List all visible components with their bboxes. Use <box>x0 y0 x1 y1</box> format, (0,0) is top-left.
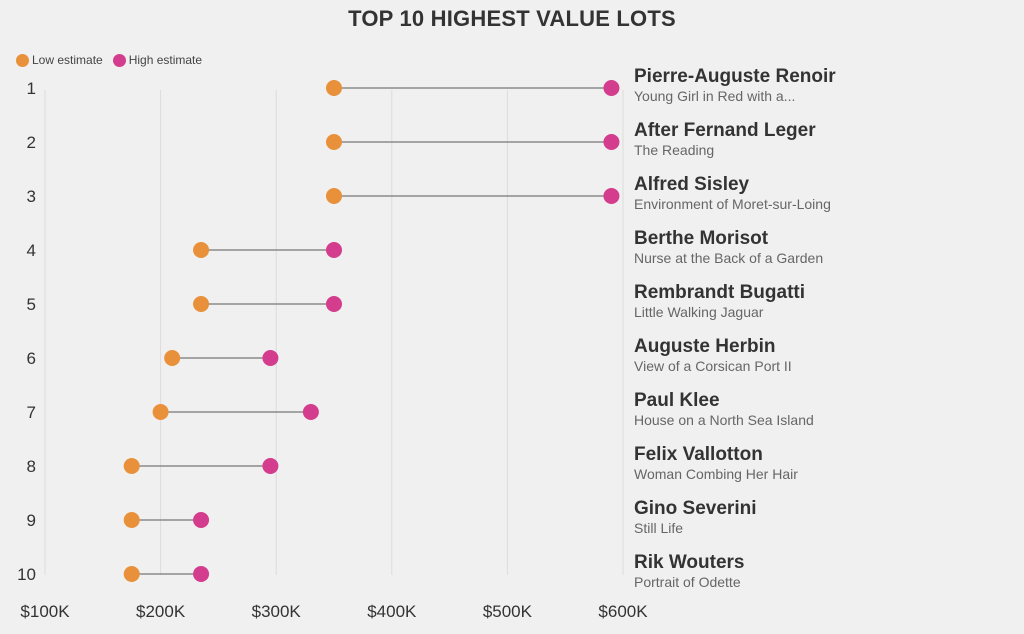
high-estimate-dot <box>326 296 342 312</box>
high-estimate-dot <box>326 242 342 258</box>
x-tick-label: $200K <box>136 602 186 621</box>
low-estimate-dot <box>123 566 140 582</box>
low-estimate-dot <box>123 458 140 474</box>
artist-label: Gino Severini <box>634 498 756 519</box>
legend-item-low: Low estimate <box>16 53 103 67</box>
x-tick-label: $600K <box>598 602 648 621</box>
chart-title: TOP 10 HIGHEST VALUE LOTS <box>348 6 676 31</box>
artist-label: Paul Klee <box>634 390 720 411</box>
high-estimate-dot <box>302 404 319 420</box>
high-estimate-dot <box>603 134 620 150</box>
legend: Low estimate High estimate <box>16 53 212 67</box>
work-label: Young Girl in Red with a... <box>634 88 795 104</box>
high-estimate-dot <box>193 566 210 582</box>
work-label: Still Life <box>634 520 683 536</box>
work-label: View of a Corsican Port II <box>634 358 792 374</box>
artist-label: Rik Wouters <box>634 552 745 573</box>
x-tick-label: $400K <box>367 602 417 621</box>
low-estimate-dot <box>193 242 210 258</box>
high-estimate-dot <box>603 80 620 96</box>
legend-high-label: High estimate <box>128 53 203 67</box>
legend-high-swatch <box>112 53 126 67</box>
high-estimate-dot <box>193 512 210 528</box>
work-label: Environment of Moret-sur-Loing <box>634 196 831 212</box>
low-estimate-dot <box>123 512 140 528</box>
low-estimate-dot <box>326 134 342 150</box>
rank-label: 1 <box>27 79 36 98</box>
low-estimate-dot <box>326 188 342 204</box>
low-estimate-dot <box>326 80 342 96</box>
rank-label: 8 <box>27 457 36 476</box>
work-label: Portrait of Odette <box>634 574 741 590</box>
rank-label: 7 <box>27 403 36 422</box>
high-estimate-dot <box>262 350 279 366</box>
work-label: Woman Combing Her Hair <box>634 466 798 482</box>
work-label: House on a North Sea Island <box>634 412 814 428</box>
legend-item-high: High estimate <box>112 53 203 67</box>
low-estimate-dot <box>164 350 181 366</box>
x-tick-label: $500K <box>483 602 533 621</box>
rank-label: 5 <box>27 295 36 314</box>
work-label: Little Walking Jaguar <box>634 304 764 320</box>
high-estimate-dot <box>603 188 620 204</box>
work-label: The Reading <box>634 142 714 158</box>
artist-label: Auguste Herbin <box>634 336 775 357</box>
legend-low-label: Low estimate <box>32 53 103 67</box>
legend-low-swatch <box>16 53 29 67</box>
artist-label: Rembrandt Bugatti <box>634 282 805 303</box>
artist-label: Alfred Sisley <box>634 174 750 195</box>
low-estimate-dot <box>193 296 210 312</box>
x-tick-label: $100K <box>20 602 70 621</box>
rank-label: 9 <box>27 511 36 530</box>
rank-label: 3 <box>27 187 36 206</box>
rank-label: 4 <box>27 241 36 260</box>
high-estimate-dot <box>262 458 279 474</box>
artist-label: Berthe Morisot <box>634 228 769 249</box>
artist-label: Pierre-Auguste Renoir <box>634 66 836 87</box>
rank-label: 2 <box>27 133 36 152</box>
artist-label: After Fernand Leger <box>634 120 816 141</box>
rank-label: 6 <box>27 349 36 368</box>
work-label: Nurse at the Back of a Garden <box>634 250 823 266</box>
rank-label: 10 <box>17 565 36 584</box>
x-tick-label: $300K <box>252 602 302 621</box>
artist-label: Felix Vallotton <box>634 444 763 465</box>
low-estimate-dot <box>152 404 169 420</box>
